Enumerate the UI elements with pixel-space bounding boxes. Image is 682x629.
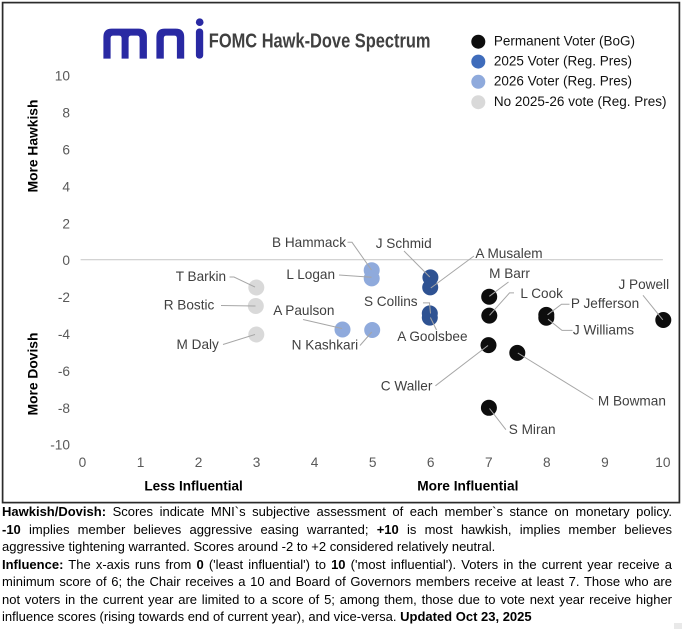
svg-text:More Dovish: More Dovish bbox=[26, 333, 41, 416]
svg-text:A Paulson: A Paulson bbox=[273, 303, 334, 318]
svg-text:8: 8 bbox=[62, 106, 70, 121]
svg-text:9: 9 bbox=[601, 455, 609, 470]
svg-text:J Powell: J Powell bbox=[618, 277, 669, 292]
svg-text:6: 6 bbox=[427, 455, 435, 470]
svg-text:2: 2 bbox=[62, 216, 70, 231]
svg-text:-10: -10 bbox=[50, 438, 70, 453]
svg-text:5: 5 bbox=[369, 455, 377, 470]
svg-text:-4: -4 bbox=[58, 327, 71, 342]
svg-text:J Williams: J Williams bbox=[573, 323, 634, 338]
svg-text:S Collins: S Collins bbox=[364, 294, 418, 309]
svg-text:0: 0 bbox=[79, 455, 87, 470]
svg-text:-6: -6 bbox=[58, 364, 71, 379]
svg-text:-8: -8 bbox=[58, 401, 71, 416]
svg-text:M Bowman: M Bowman bbox=[598, 393, 666, 408]
svg-text:B Hammack: B Hammack bbox=[272, 235, 346, 250]
svg-text:10: 10 bbox=[55, 69, 71, 84]
svg-text:0: 0 bbox=[62, 253, 70, 268]
svg-text:A Goolsbee: A Goolsbee bbox=[397, 329, 467, 344]
svg-text:3: 3 bbox=[253, 455, 261, 470]
svg-text:More Influential: More Influential bbox=[417, 479, 518, 494]
svg-text:J Schmid: J Schmid bbox=[376, 236, 432, 251]
svg-text:S Miran: S Miran bbox=[509, 422, 556, 437]
svg-text:4: 4 bbox=[62, 179, 70, 194]
svg-text:R Bostic: R Bostic bbox=[164, 298, 215, 313]
svg-text:7: 7 bbox=[485, 455, 493, 470]
svg-text:Less Influential: Less Influential bbox=[144, 479, 242, 494]
svg-text:Permanent Voter (BoG): Permanent Voter (BoG) bbox=[494, 33, 635, 48]
svg-text:T Barkin: T Barkin bbox=[176, 269, 226, 284]
svg-text:C Waller: C Waller bbox=[381, 379, 433, 394]
svg-text:8: 8 bbox=[543, 455, 551, 470]
svg-text:M Barr: M Barr bbox=[489, 266, 530, 281]
svg-text:P Jefferson: P Jefferson bbox=[571, 296, 639, 311]
svg-text:A Musalem: A Musalem bbox=[475, 246, 542, 261]
svg-text:1: 1 bbox=[137, 455, 145, 470]
svg-text:4: 4 bbox=[311, 455, 319, 470]
svg-text:M Daly: M Daly bbox=[177, 337, 219, 352]
svg-text:6: 6 bbox=[62, 143, 70, 158]
svg-text:No 2025-26 vote (Reg. Pres): No 2025-26 vote (Reg. Pres) bbox=[494, 94, 667, 109]
svg-text:-2: -2 bbox=[58, 290, 70, 305]
svg-text:2025 Voter (Reg. Pres): 2025 Voter (Reg. Pres) bbox=[494, 53, 632, 68]
svg-text:10: 10 bbox=[655, 455, 671, 470]
svg-text:L Cook: L Cook bbox=[520, 286, 563, 301]
svg-text:N Kashkari: N Kashkari bbox=[292, 338, 358, 353]
svg-text:FOMC Hawk-Dove Spectrum: FOMC Hawk-Dove Spectrum bbox=[209, 29, 431, 52]
svg-text:L Logan: L Logan bbox=[286, 267, 335, 282]
svg-text:2026 Voter (Reg. Pres): 2026 Voter (Reg. Pres) bbox=[494, 74, 632, 89]
svg-text:More Hawkish: More Hawkish bbox=[26, 100, 41, 193]
svg-text:2: 2 bbox=[195, 455, 203, 470]
